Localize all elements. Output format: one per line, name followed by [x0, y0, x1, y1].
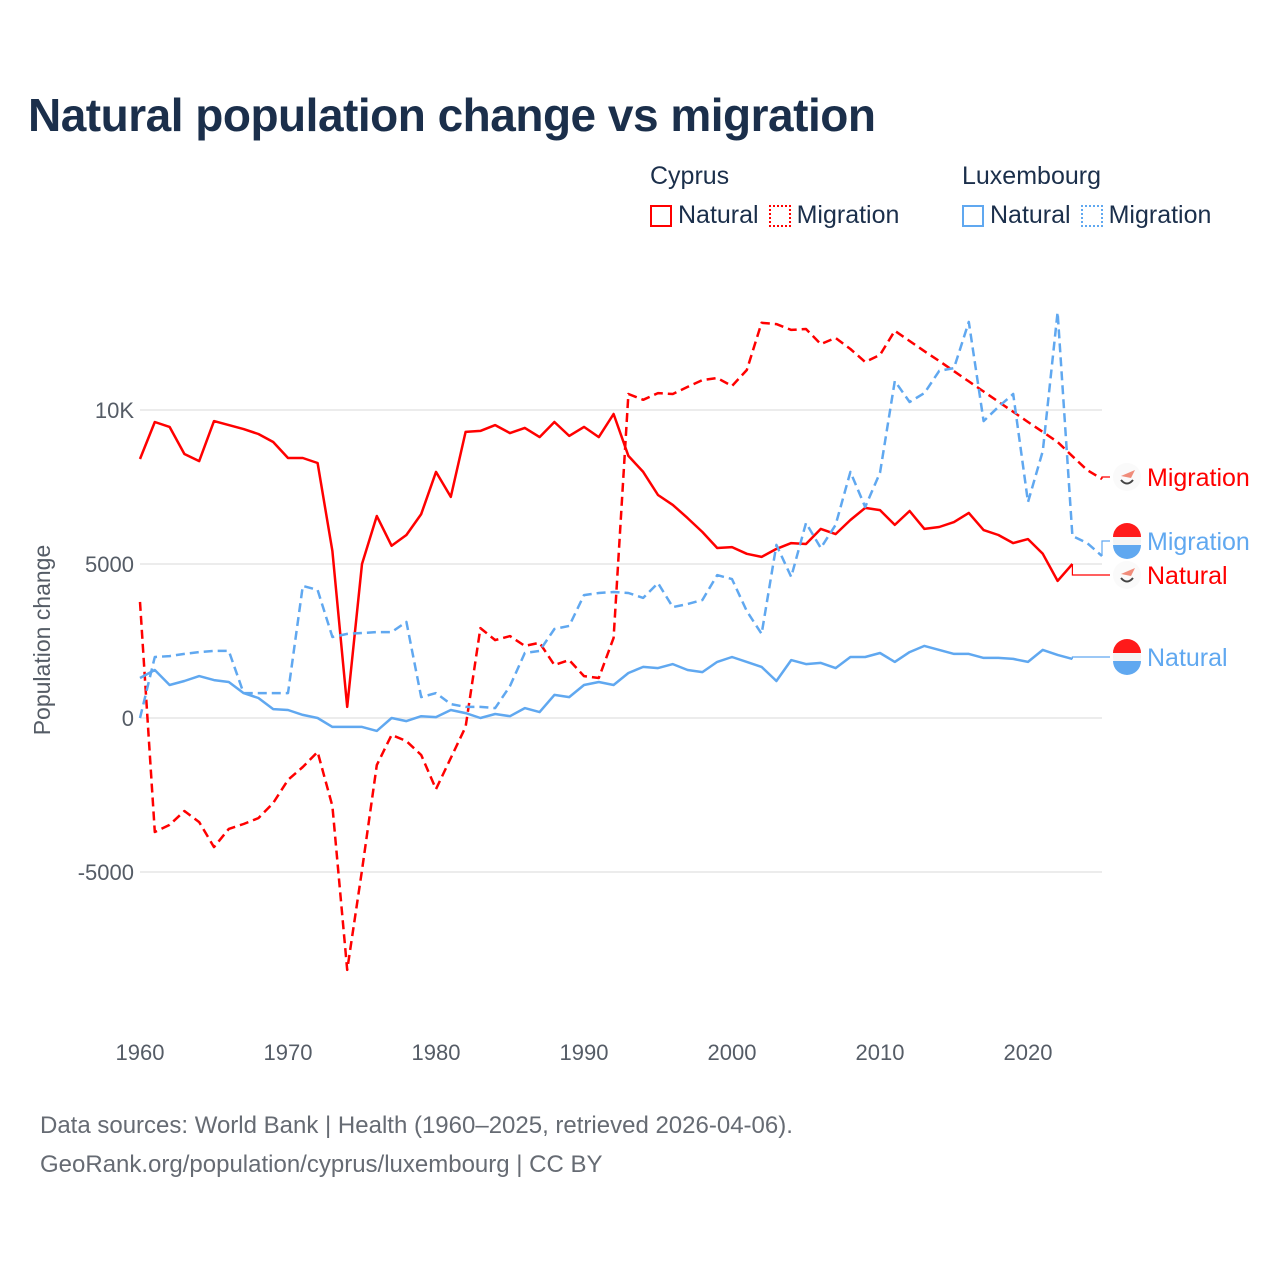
- y-tick-label: -5000: [78, 860, 134, 885]
- flag-red-band: [1113, 523, 1141, 537]
- x-tick-label: 2020: [1004, 1040, 1053, 1065]
- x-tick-label: 1960: [116, 1040, 165, 1065]
- label-connector: [1101, 540, 1110, 556]
- series-line-cyprus-migration: [138, 321, 1103, 972]
- legend-item-luxembourg-migration[interactable]: Migration: [1080, 201, 1212, 230]
- y-axis-label: Population change: [29, 545, 55, 736]
- legend-label: Migration: [1108, 201, 1212, 229]
- label-connector: [1071, 656, 1110, 659]
- cyprus-flag-icon: [1113, 561, 1141, 589]
- legend-group-cyprus: Cyprus Natural Migration: [650, 162, 899, 230]
- end-label-luxembourg-migration: Migration: [1147, 528, 1250, 556]
- y-tick-label: 10K: [95, 398, 134, 423]
- x-tick-label: 1980: [412, 1040, 461, 1065]
- flag-island: [1121, 568, 1135, 576]
- legend-item-cyprus-natural[interactable]: Natural: [650, 201, 759, 230]
- series-line-luxembourg-migration: [138, 310, 1103, 719]
- y-tick-label: 5000: [85, 552, 134, 577]
- luxembourg-flag-icon: [1113, 639, 1141, 675]
- flag-red-band: [1113, 639, 1141, 653]
- label-connector: [1101, 476, 1110, 479]
- flag-blue-band: [1113, 661, 1141, 675]
- series-line-luxembourg-natural: [139, 644, 1073, 733]
- end-label-luxembourg-natural: Natural: [1147, 644, 1228, 672]
- footer: Data sources: World Bank | Health (1960–…: [40, 1106, 793, 1184]
- end-label-cyprus-natural: Natural: [1147, 562, 1228, 590]
- chart-title: Natural population change vs migration: [28, 89, 876, 141]
- flag-branches: [1120, 577, 1134, 583]
- flag-branches: [1120, 479, 1134, 485]
- label-connector: [1071, 564, 1110, 576]
- flag-island: [1121, 470, 1135, 478]
- x-tick-label: 2010: [856, 1040, 905, 1065]
- cyprus-flag-icon: [1113, 463, 1141, 491]
- legend-group-name: Cyprus: [650, 162, 730, 190]
- legend-label: Natural: [678, 201, 759, 229]
- x-tick-label: 2000: [708, 1040, 757, 1065]
- luxembourg-flag-icon: [1113, 523, 1141, 559]
- legend-group-luxembourg: Luxembourg Natural Migration: [962, 162, 1211, 230]
- legend-item-luxembourg-natural[interactable]: Natural: [962, 201, 1071, 230]
- legend-swatch-solid-icon: [650, 204, 672, 227]
- legend-label: Natural: [990, 201, 1071, 229]
- end-label-cyprus-migration: Migration: [1147, 464, 1250, 492]
- legend-swatch-dotted-icon: [768, 204, 791, 227]
- x-tick-label: 1970: [264, 1040, 313, 1065]
- flag-blue-band: [1113, 545, 1141, 559]
- legend-label: Migration: [796, 201, 900, 229]
- y-tick-label: 0: [122, 706, 134, 731]
- x-tick-label: 1990: [560, 1040, 609, 1065]
- legend-item-cyprus-migration[interactable]: Migration: [768, 201, 900, 230]
- footer-link[interactable]: GeoRank.org/population/cyprus/luxembourg…: [40, 1151, 603, 1178]
- legend-swatch-dotted-icon: [1080, 204, 1103, 227]
- series-line-cyprus-natural: [138, 412, 1074, 709]
- legend-swatch-solid-icon: [962, 204, 984, 227]
- legend-group-name: Luxembourg: [962, 162, 1101, 190]
- footer-sources: Data sources: World Bank | Health (1960–…: [40, 1112, 793, 1139]
